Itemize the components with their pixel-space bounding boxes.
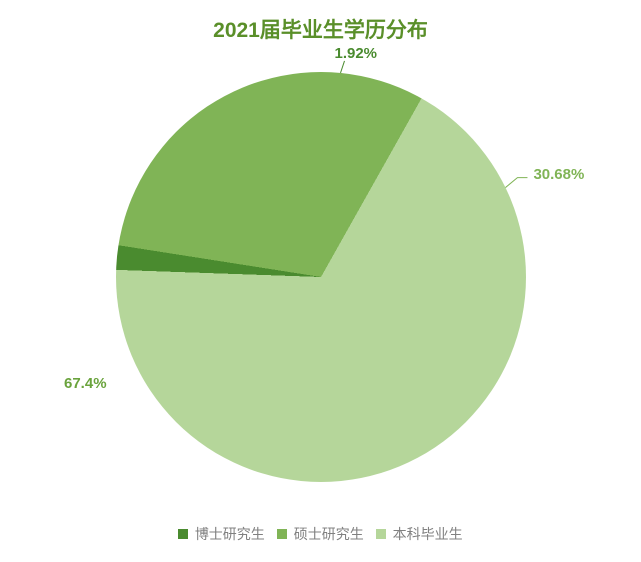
legend-label-bachelors: 本科毕业生 <box>393 526 463 542</box>
slice-label-bachelors: 67.4% <box>64 375 107 392</box>
legend-label-masters: 硕士研究生 <box>294 526 364 542</box>
legend-item-bachelors: 本科毕业生 <box>376 524 462 544</box>
pie-wrap <box>116 72 526 482</box>
slice-label-masters: 30.68% <box>533 166 584 183</box>
legend-swatch-doctoral <box>178 529 188 539</box>
slice-label-doctoral: 1.92% <box>334 45 377 62</box>
legend: 博士研究生 硕士研究生 本科毕业生 <box>0 524 641 544</box>
legend-swatch-bachelors <box>376 529 386 539</box>
legend-label-doctoral: 博士研究生 <box>195 526 265 542</box>
chart-title: 2021届毕业生学历分布 <box>0 14 641 44</box>
pie-chart-container: 2021届毕业生学历分布 1.92% 30.68% 67.4% 博士研究生 硕士… <box>0 0 641 562</box>
legend-swatch-masters <box>277 529 287 539</box>
legend-item-doctoral: 博士研究生 <box>178 524 264 544</box>
pie <box>116 72 526 482</box>
legend-item-masters: 硕士研究生 <box>277 524 363 544</box>
